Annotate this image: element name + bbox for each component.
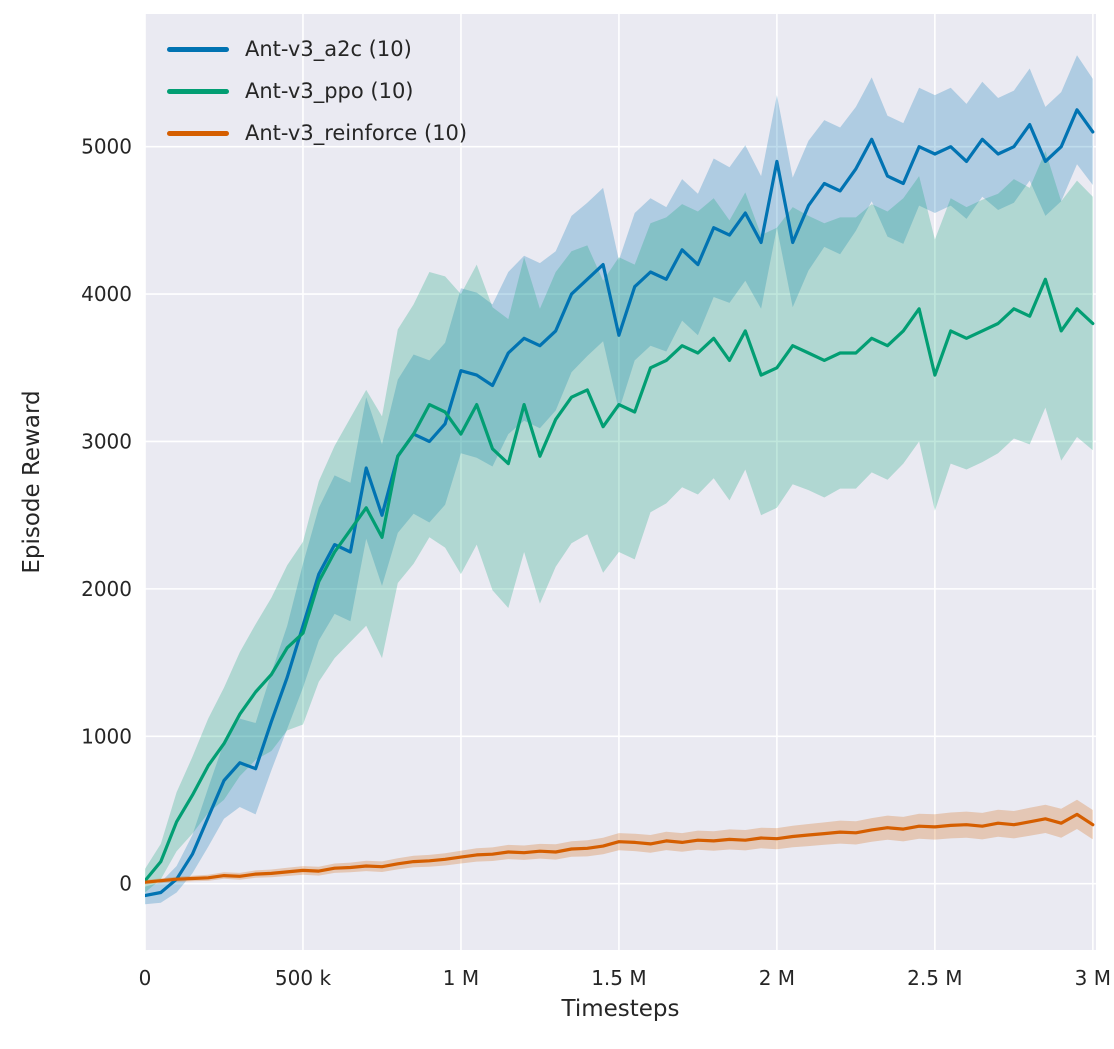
series-line bbox=[145, 812, 1095, 884]
y-tick-label: 2000 bbox=[81, 577, 132, 601]
y-tick-label: 0 bbox=[119, 872, 132, 896]
x-tick-label: 1 M bbox=[443, 966, 479, 990]
confidence-band bbox=[145, 55, 1093, 905]
legend-label: Ant-v3_reinforce (10) bbox=[245, 121, 468, 145]
legend-label: Ant-v3_a2c (10) bbox=[245, 37, 412, 61]
y-tick-label: 1000 bbox=[81, 724, 132, 748]
confidence-band bbox=[145, 151, 1093, 893]
series-layer bbox=[145, 55, 1095, 905]
y-axis-label: Episode Reward bbox=[19, 390, 45, 574]
legend-item: Ant-v3_ppo (10) bbox=[167, 75, 467, 107]
legend-line-swatch bbox=[167, 46, 229, 52]
legend-label: Ant-v3_ppo (10) bbox=[245, 79, 414, 103]
tick-labels: 0 1000 2000 3000 4000 5000 0 500 k 1 M 1.5 M 2 M 2.… bbox=[81, 135, 1111, 990]
x-tick-label: 1.5 M bbox=[591, 966, 646, 990]
legend: Ant-v3_a2c (10) Ant-v3_ppo (10) Ant-v3_rei… bbox=[167, 33, 467, 149]
x-tick-label: 2 M bbox=[759, 966, 795, 990]
series-line bbox=[145, 277, 1095, 883]
legend-line-swatch bbox=[167, 88, 229, 94]
gridlines bbox=[144, 14, 1096, 950]
x-axis-label: Timesteps bbox=[561, 996, 680, 1022]
x-tick-label: 3 M bbox=[1075, 966, 1111, 990]
series-line bbox=[145, 108, 1095, 898]
x-tick-label: 2.5 M bbox=[907, 966, 962, 990]
y-tick-label: 3000 bbox=[81, 429, 132, 453]
legend-item: Ant-v3_a2c (10) bbox=[167, 33, 467, 65]
x-tick-label: 500 k bbox=[275, 966, 332, 990]
x-tick-label: 0 bbox=[139, 966, 152, 990]
y-tick-label: 5000 bbox=[81, 135, 132, 159]
y-tick-label: 4000 bbox=[81, 282, 132, 306]
legend-line-swatch bbox=[167, 130, 229, 136]
legend-item: Ant-v3_reinforce (10) bbox=[167, 117, 467, 149]
